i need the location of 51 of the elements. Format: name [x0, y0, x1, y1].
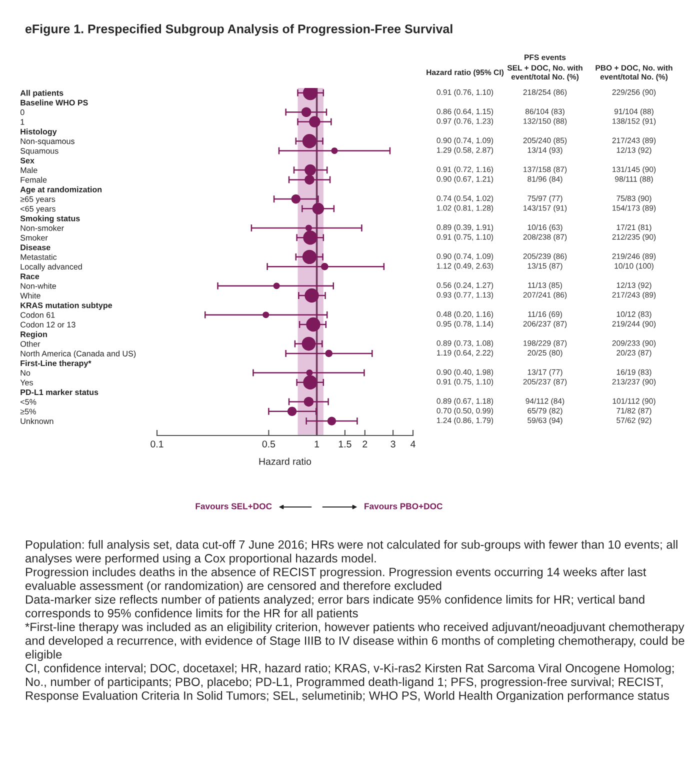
y-tick-label: PD-L1 marker status	[20, 389, 98, 396]
y-tick-label: 0	[20, 109, 24, 116]
y-tick-label: Other	[20, 340, 40, 347]
text: Population: full analysis set, data cut-off 7 June 2016; HRs were not calculated for sub-groups with fewer than 10 events; all analyses were performed using a Cox proportional hazards model.	[26, 540, 678, 565]
y-tick-label: 1	[20, 119, 24, 125]
y-tick-label: Squamous	[20, 148, 58, 156]
text: *First-line therapy was included as an eligibility criterion, however patients who received adjuvant/neoadjuvant chemotherapy and developed a recurrence, with evidence of Stage IIIB to IV disease within 6 months of completing chemotherapy, could be eligible	[25, 622, 684, 661]
y-tick-label: ≥5%	[20, 408, 36, 414]
x-tick-label: 3	[390, 440, 396, 448]
y-tick-label: No	[20, 370, 30, 376]
y-tick-label: Region	[20, 331, 47, 339]
text: Data-marker size reflects number of patients analyzed; error bars indicate 95% confidence limits for HR; vertical band corresponds to 95% confidence limits for the HR for all patients	[26, 594, 644, 620]
text: CI, confidence interval; DOC, docetaxel; HR, hazard ratio; KRAS, v-Ki-ras2 Kirsten Rat Sarcoma Viral Oncogene Homolog; No., number of participants; PBO, placebo; PD-L1, Programmed death-ligand 1; PFS, progression-free survival; RECIST, Response Evaluation Criteria In Solid Tumors; SEL, selumetinib; WHO PS, World Health Organization performance status	[26, 664, 674, 702]
chart-title: eFigure 1. Prespecified Subgroup Analysis of Progression-Free Survival	[25, 24, 452, 36]
x-tick-label: 1	[314, 440, 320, 448]
text: Progression includes deaths in the absence of RECIST progression. Progression events occurring 14 weeks after last evaluable assessment (or randomization) are censored and therefore excluded	[26, 567, 646, 592]
y-tick-label: Non-smoker	[20, 225, 64, 231]
y-tick-label: Yes	[20, 380, 33, 386]
y-tick-label: Non-white	[20, 282, 56, 289]
y-tick-label: Codon 61	[20, 312, 55, 318]
text: Favours PBO+DOC	[364, 503, 442, 510]
x-tick-label: 1.5	[338, 440, 352, 448]
y-tick-label: Metastatic	[20, 254, 57, 260]
x-tick-label: 2	[362, 440, 368, 448]
y-tick-label: Disease	[20, 244, 50, 250]
y-tick-label: White	[20, 292, 40, 299]
x-axis-title: Hazard ratio	[259, 458, 312, 465]
y-tick-label: Age at randomization	[20, 186, 102, 194]
y-tick-label: Sex	[20, 158, 34, 164]
y-tick-label: Unknown	[20, 418, 54, 424]
y-tick-label: Histology	[20, 128, 57, 136]
y-tick-label: All patients	[20, 90, 64, 98]
y-tick-label: KRAS mutation subtype	[20, 302, 112, 310]
y-tick-label: ≥65 years	[20, 196, 56, 204]
x-tick-label: 0.1	[150, 440, 164, 448]
y-tick-label: Codon 12 or 13	[20, 322, 76, 328]
y-tick-label: Non-squamous	[20, 138, 74, 146]
y-tick-label: Smoking status	[20, 215, 80, 223]
x-tick-label: 0.5	[262, 440, 276, 448]
x-tick-label: 4	[410, 440, 416, 448]
y-tick-label: Race	[20, 274, 40, 280]
y-tick-label: Smoker	[20, 234, 48, 241]
y-tick-label: Female	[20, 176, 47, 183]
y-tick-label: North America (Canada and US)	[20, 350, 136, 358]
y-tick-label: Baseline WHO PS	[20, 100, 88, 106]
y-tick-label: Male	[20, 167, 38, 174]
y-tick-label: <65 years	[20, 206, 56, 214]
y-tick-label: Locally advanced	[20, 264, 82, 272]
y-tick-label: <5%	[20, 399, 36, 405]
y-tick-label: First-Line therapy*	[20, 360, 92, 368]
text: Favours SEL+DOC	[196, 503, 272, 510]
